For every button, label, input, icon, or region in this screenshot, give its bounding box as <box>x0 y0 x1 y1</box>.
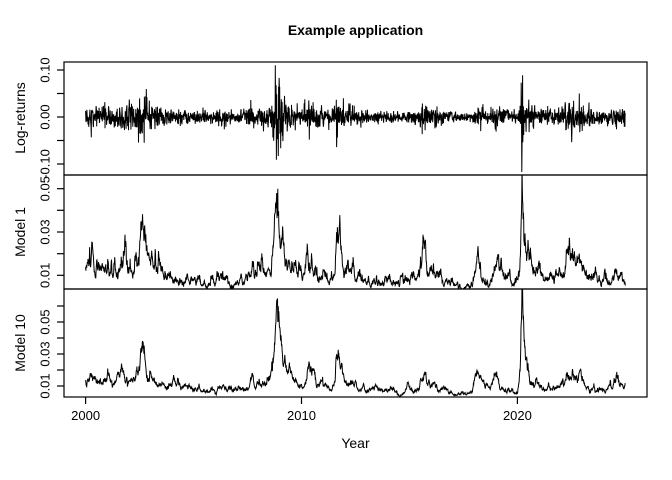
chart-title: Example application <box>287 22 424 38</box>
x-tick-label: 2010 <box>287 408 316 423</box>
y-tick-label: 0.00 <box>38 104 53 129</box>
series-model-1 <box>85 175 626 289</box>
y-tick-label: 0.05 <box>38 176 53 201</box>
axis-ticks <box>57 69 519 404</box>
x-tick-label: 2020 <box>503 408 532 423</box>
y-tick-label: 0.05 <box>38 309 53 334</box>
y-tick-label: 0.01 <box>38 373 53 398</box>
y-tick-label: 0.03 <box>38 341 53 366</box>
series-log-returns <box>85 65 626 173</box>
y-tick-label: 0.03 <box>38 219 53 244</box>
series-model-10 <box>85 289 626 397</box>
panel-border-model-10 <box>63 288 648 398</box>
x-tick-label: 2000 <box>71 408 100 423</box>
tick-labels: 0.100.00-0.100.050.030.010.050.030.01200… <box>38 57 532 423</box>
x-axis-label: Year <box>341 435 370 451</box>
y-tick-label: -0.10 <box>38 149 53 179</box>
y-tick-label: 0.10 <box>38 57 53 82</box>
y-tick-label: 0.01 <box>38 263 53 288</box>
